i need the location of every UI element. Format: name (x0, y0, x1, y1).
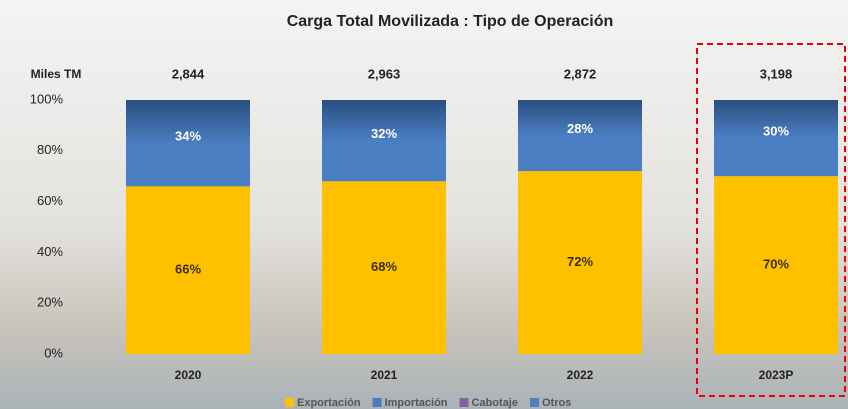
chart-title: Carga Total Movilizada : Tipo de Operaci… (287, 13, 614, 30)
total-label: 2,963 (368, 66, 401, 81)
y-tick-label: 20% (37, 295, 63, 310)
y-tick-label: 0% (44, 345, 63, 360)
highlight-box (696, 43, 846, 397)
legend-label: Otros (542, 397, 571, 409)
bar-segment (126, 100, 250, 187)
total-label: 3,198 (760, 66, 793, 81)
data-label: 66% (175, 262, 201, 277)
bar-segment (322, 181, 446, 354)
bar-segment (518, 171, 642, 354)
bar-segment (126, 186, 250, 354)
data-label: 30% (763, 124, 789, 139)
y-tick-label: 40% (37, 244, 63, 259)
legend-swatch (285, 398, 294, 407)
unit-label: Miles TM (31, 67, 82, 81)
legend-label: Importación (385, 397, 448, 409)
x-tick-label: 2022 (567, 368, 594, 382)
total-label: 2,844 (172, 66, 205, 81)
data-label: 32% (371, 126, 397, 141)
data-label: 34% (175, 129, 201, 144)
y-tick-label: 60% (37, 193, 63, 208)
x-tick-label: 2021 (371, 368, 398, 382)
data-label: 72% (567, 254, 593, 269)
bar-segment (714, 176, 838, 354)
x-tick-label: 2020 (175, 368, 202, 382)
bar-segment (714, 100, 838, 177)
y-tick-label: 80% (37, 142, 63, 157)
x-tick-label: 2023P (759, 368, 794, 382)
legend-swatch (530, 398, 539, 407)
total-label: 2,872 (564, 66, 597, 81)
y-tick-label: 100% (30, 91, 64, 106)
legend-swatch (459, 398, 469, 407)
data-label: 70% (763, 257, 789, 272)
bar-segment (518, 100, 642, 172)
legend-swatch (372, 398, 382, 407)
bar-segment (322, 100, 446, 182)
data-label: 68% (371, 259, 397, 274)
legend-label: Cabotaje (472, 397, 518, 409)
data-label: 28% (567, 121, 593, 136)
legend-label: Exportación (297, 397, 361, 409)
